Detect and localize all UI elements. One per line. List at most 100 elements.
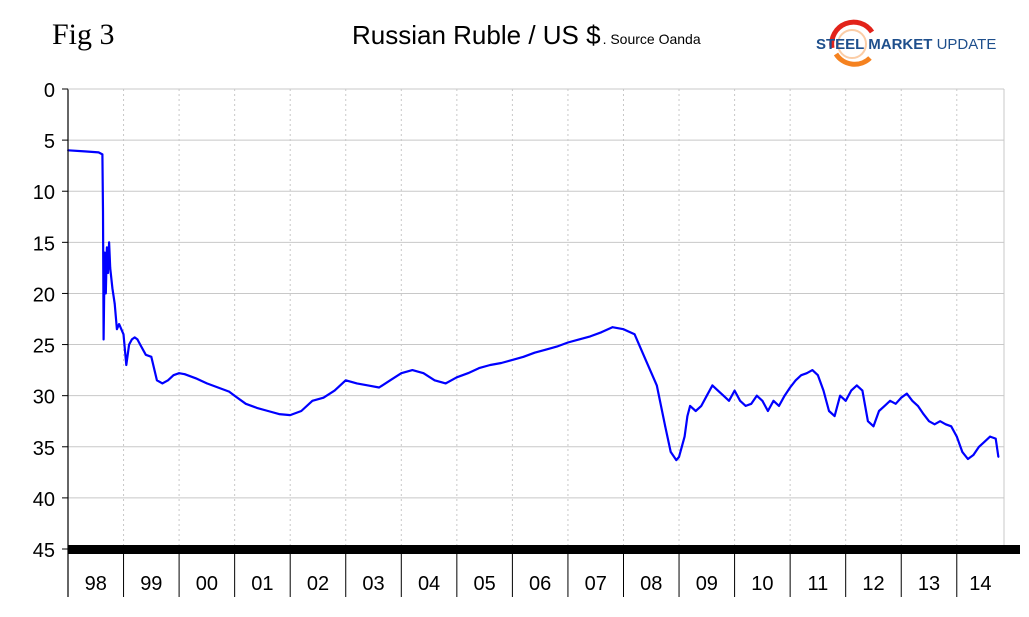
steel-market-update-logo: STEEL MARKET UPDATE <box>816 14 996 74</box>
data-point <box>744 404 747 407</box>
data-point <box>101 153 104 156</box>
data-point <box>655 384 658 387</box>
data-point <box>107 272 109 274</box>
y-axis-ticks: 0 5 10 15 20 25 30 35 40 45 <box>33 80 68 562</box>
data-point <box>922 413 925 415</box>
data-point <box>772 399 775 402</box>
data-point <box>939 420 942 423</box>
data-point <box>155 379 158 382</box>
data-point <box>183 373 186 376</box>
data-point <box>167 379 169 382</box>
data-point <box>778 404 780 407</box>
data-point <box>544 348 547 351</box>
data-point <box>555 345 558 348</box>
data-point <box>800 374 803 377</box>
data-point <box>367 384 369 387</box>
chart-frame <box>67 88 1020 597</box>
data-point <box>161 382 164 385</box>
x-year-label: 12 <box>862 573 884 595</box>
x-year-label: 00 <box>196 573 218 595</box>
data-point <box>622 328 625 331</box>
data-point <box>278 413 280 415</box>
data-point <box>767 410 769 412</box>
data-point <box>217 386 219 389</box>
data-point <box>844 399 847 402</box>
chart-source: . Source Oanda <box>602 31 701 47</box>
data-point <box>130 338 133 341</box>
data-point <box>675 459 678 461</box>
data-point <box>997 456 1000 458</box>
data-point <box>916 404 919 407</box>
data-point <box>928 420 930 423</box>
data-point <box>125 364 128 366</box>
data-point <box>750 402 753 405</box>
data-point <box>680 445 683 448</box>
baseline-bar <box>68 545 1020 554</box>
x-year-label: 01 <box>251 573 273 595</box>
data-point <box>883 404 886 407</box>
x-year-label: 98 <box>85 573 107 595</box>
logo-market: MARKET <box>868 36 933 53</box>
data-point <box>611 326 614 329</box>
x-axis-year-labels: 98 99 00 01 02 03 04 05 06 07 08 09 10 11 12 13 14 <box>85 549 992 597</box>
data-point <box>828 410 830 412</box>
x-year-label: 10 <box>751 573 773 595</box>
y-tick-label: 0 <box>44 80 55 102</box>
data-point <box>911 399 914 402</box>
data-point <box>822 389 825 392</box>
x-year-label: 07 <box>585 573 607 595</box>
logo-steel: STEEL <box>816 36 865 53</box>
data-point <box>733 389 736 392</box>
data-point <box>533 351 536 354</box>
data-point <box>686 415 689 418</box>
data-point <box>889 399 892 402</box>
data-point <box>344 379 347 382</box>
data-point <box>118 323 121 326</box>
y-tick-label: 20 <box>33 284 55 306</box>
data-point <box>228 390 230 393</box>
data-point <box>355 382 358 385</box>
data-point <box>205 382 208 385</box>
data-point <box>905 392 908 395</box>
data-point <box>717 389 719 392</box>
data-point <box>567 341 569 344</box>
y-tick-label: 10 <box>33 182 55 204</box>
data-point <box>855 384 858 387</box>
data-point <box>104 292 107 295</box>
data-point <box>97 151 100 154</box>
data-point <box>455 376 458 379</box>
y-tick-label: 25 <box>33 336 55 358</box>
data-point <box>789 386 792 389</box>
data-point <box>113 302 116 305</box>
data-point <box>600 331 603 334</box>
logo-update: UPDATE <box>936 36 997 53</box>
data-point <box>961 450 964 453</box>
data-point <box>522 355 525 358</box>
data-point <box>233 394 236 397</box>
x-year-label: 14 <box>969 573 991 595</box>
x-year-label: 99 <box>140 573 162 595</box>
y-tick-label: 15 <box>33 233 55 255</box>
data-point <box>955 435 958 438</box>
data-point <box>300 410 303 412</box>
data-point <box>311 399 314 402</box>
data-point <box>389 379 392 382</box>
logo-text: STEEL MARKET UPDATE <box>816 36 996 53</box>
y-tick-label: 5 <box>44 131 55 153</box>
y-tick-label: 45 <box>33 540 55 562</box>
x-year-label: 03 <box>362 573 384 595</box>
data-point <box>694 410 697 412</box>
data-point <box>983 440 986 443</box>
x-year-label: 13 <box>918 573 940 595</box>
series-line <box>67 149 1000 462</box>
chart-title: Russian Ruble / US $. Source Oanda <box>352 20 701 51</box>
data-point <box>783 394 786 397</box>
data-point <box>194 377 197 380</box>
data-point <box>794 379 797 382</box>
data-point <box>478 367 480 369</box>
y-tick-label: 30 <box>33 387 55 409</box>
data-point <box>711 384 714 387</box>
data-point <box>728 399 730 402</box>
data-point <box>115 328 118 331</box>
